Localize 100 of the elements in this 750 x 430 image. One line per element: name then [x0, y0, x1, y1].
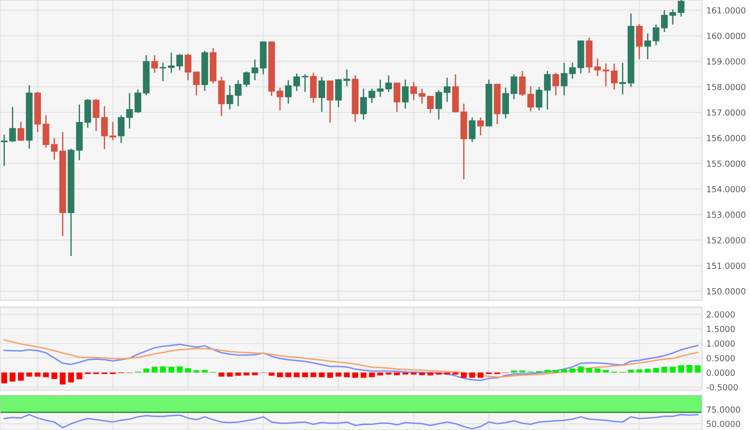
- bar: [277, 372, 283, 378]
- bar: [202, 370, 208, 373]
- bar: [368, 372, 375, 378]
- y-tick-label: 159.0000: [707, 58, 746, 65]
- bar: [570, 368, 576, 373]
- y-tick-label: 0.5000: [706, 354, 735, 362]
- bar: [168, 366, 174, 373]
- bar: [18, 372, 24, 381]
- y-tick-label: 160.0000: [707, 32, 746, 40]
- bar: [310, 372, 316, 378]
- candlestick: [468, 116, 476, 143]
- candlestick: [176, 54, 184, 71]
- candlestick: [385, 74, 392, 93]
- bar: [152, 366, 158, 373]
- y-tick-label: 1.0000: [707, 340, 735, 347]
- candlestick: [669, 8, 676, 26]
- candlestick: [435, 90, 442, 120]
- bar: [43, 372, 49, 378]
- bar: [561, 369, 568, 373]
- y-tick-label: 152.0000: [707, 237, 746, 244]
- bar: [419, 372, 425, 376]
- y-tick-label: 0.0000: [706, 370, 735, 376]
- bar: [34, 372, 41, 377]
- candlestick: [151, 54, 158, 74]
- candlestick: [310, 72, 317, 104]
- bar: [294, 372, 300, 378]
- candlestick: [226, 84, 234, 110]
- candlestick: [284, 80, 292, 104]
- y-tick-label: 2.0000: [706, 311, 735, 318]
- bar: [68, 372, 74, 382]
- bar: [427, 372, 434, 376]
- bar: [1, 372, 8, 384]
- bar: [678, 365, 684, 373]
- candlestick: [18, 121, 24, 142]
- y-tick-label: 75.0000: [706, 406, 740, 413]
- bar: [344, 372, 350, 378]
- candlestick: [477, 116, 484, 136]
- bar: [686, 364, 692, 373]
- y-tick-label: 158.0000: [707, 84, 746, 90]
- bar: [544, 370, 550, 373]
- candlestick: [376, 79, 384, 98]
- candlestick: [394, 82, 400, 113]
- candlestick: [518, 70, 526, 97]
- bar: [218, 372, 224, 377]
- y-tick-label: 154.0000: [707, 186, 746, 192]
- bar: [244, 372, 250, 376]
- y-tick-label: 156.0000: [707, 134, 746, 142]
- bar: [360, 372, 366, 378]
- bar: [252, 372, 258, 376]
- candlestick: [552, 72, 560, 96]
- y-tick-label: -0.5000: [706, 384, 738, 390]
- bar: [176, 366, 183, 373]
- candlestick: [318, 76, 326, 113]
- bar: [394, 372, 400, 376]
- bar: [10, 372, 16, 382]
- candlestick: [444, 77, 450, 103]
- bar: [670, 366, 676, 373]
- y-tick-label: 151.0000: [707, 262, 746, 269]
- bar: [51, 372, 58, 379]
- bar: [552, 370, 559, 373]
- y-tick-label: 155.0000: [707, 160, 746, 167]
- candlestick: [636, 24, 643, 60]
- bar: [60, 372, 66, 384]
- candlestick: [678, 0, 684, 18]
- candlestick: [84, 98, 92, 128]
- y-tick-label: 50.0000: [706, 420, 740, 428]
- bar: [285, 372, 292, 378]
- bar: [628, 370, 634, 373]
- y-tick-label: 1.5000: [707, 326, 735, 332]
- bar: [26, 372, 32, 377]
- bar: [318, 372, 325, 378]
- bar: [661, 366, 668, 373]
- candlestick: [527, 86, 534, 112]
- y-tick-label: 161.0000: [707, 7, 746, 14]
- bar: [377, 372, 384, 376]
- bar: [76, 372, 82, 380]
- bar: [160, 366, 166, 373]
- bar: [327, 372, 334, 378]
- bar: [694, 365, 701, 373]
- y-tick-label: 153.0000: [707, 212, 746, 218]
- bar: [226, 372, 233, 377]
- bar: [143, 368, 150, 373]
- candlestick: [610, 62, 618, 90]
- bar: [268, 372, 275, 376]
- bar: [586, 368, 592, 373]
- y-tick-label: 157.0000: [707, 109, 746, 116]
- candlestick: [326, 80, 334, 124]
- bar: [478, 372, 484, 378]
- bar: [653, 368, 659, 373]
- bar: [469, 372, 476, 378]
- bar: [193, 370, 200, 373]
- y-tick-label: 150.0000: [707, 288, 746, 294]
- bar: [336, 372, 342, 377]
- bar: [578, 366, 584, 373]
- bar: [594, 368, 600, 373]
- line-series: [3, 414, 699, 430]
- bar: [185, 368, 191, 373]
- bar: [302, 372, 308, 378]
- bar: [460, 372, 467, 378]
- bar: [602, 370, 609, 373]
